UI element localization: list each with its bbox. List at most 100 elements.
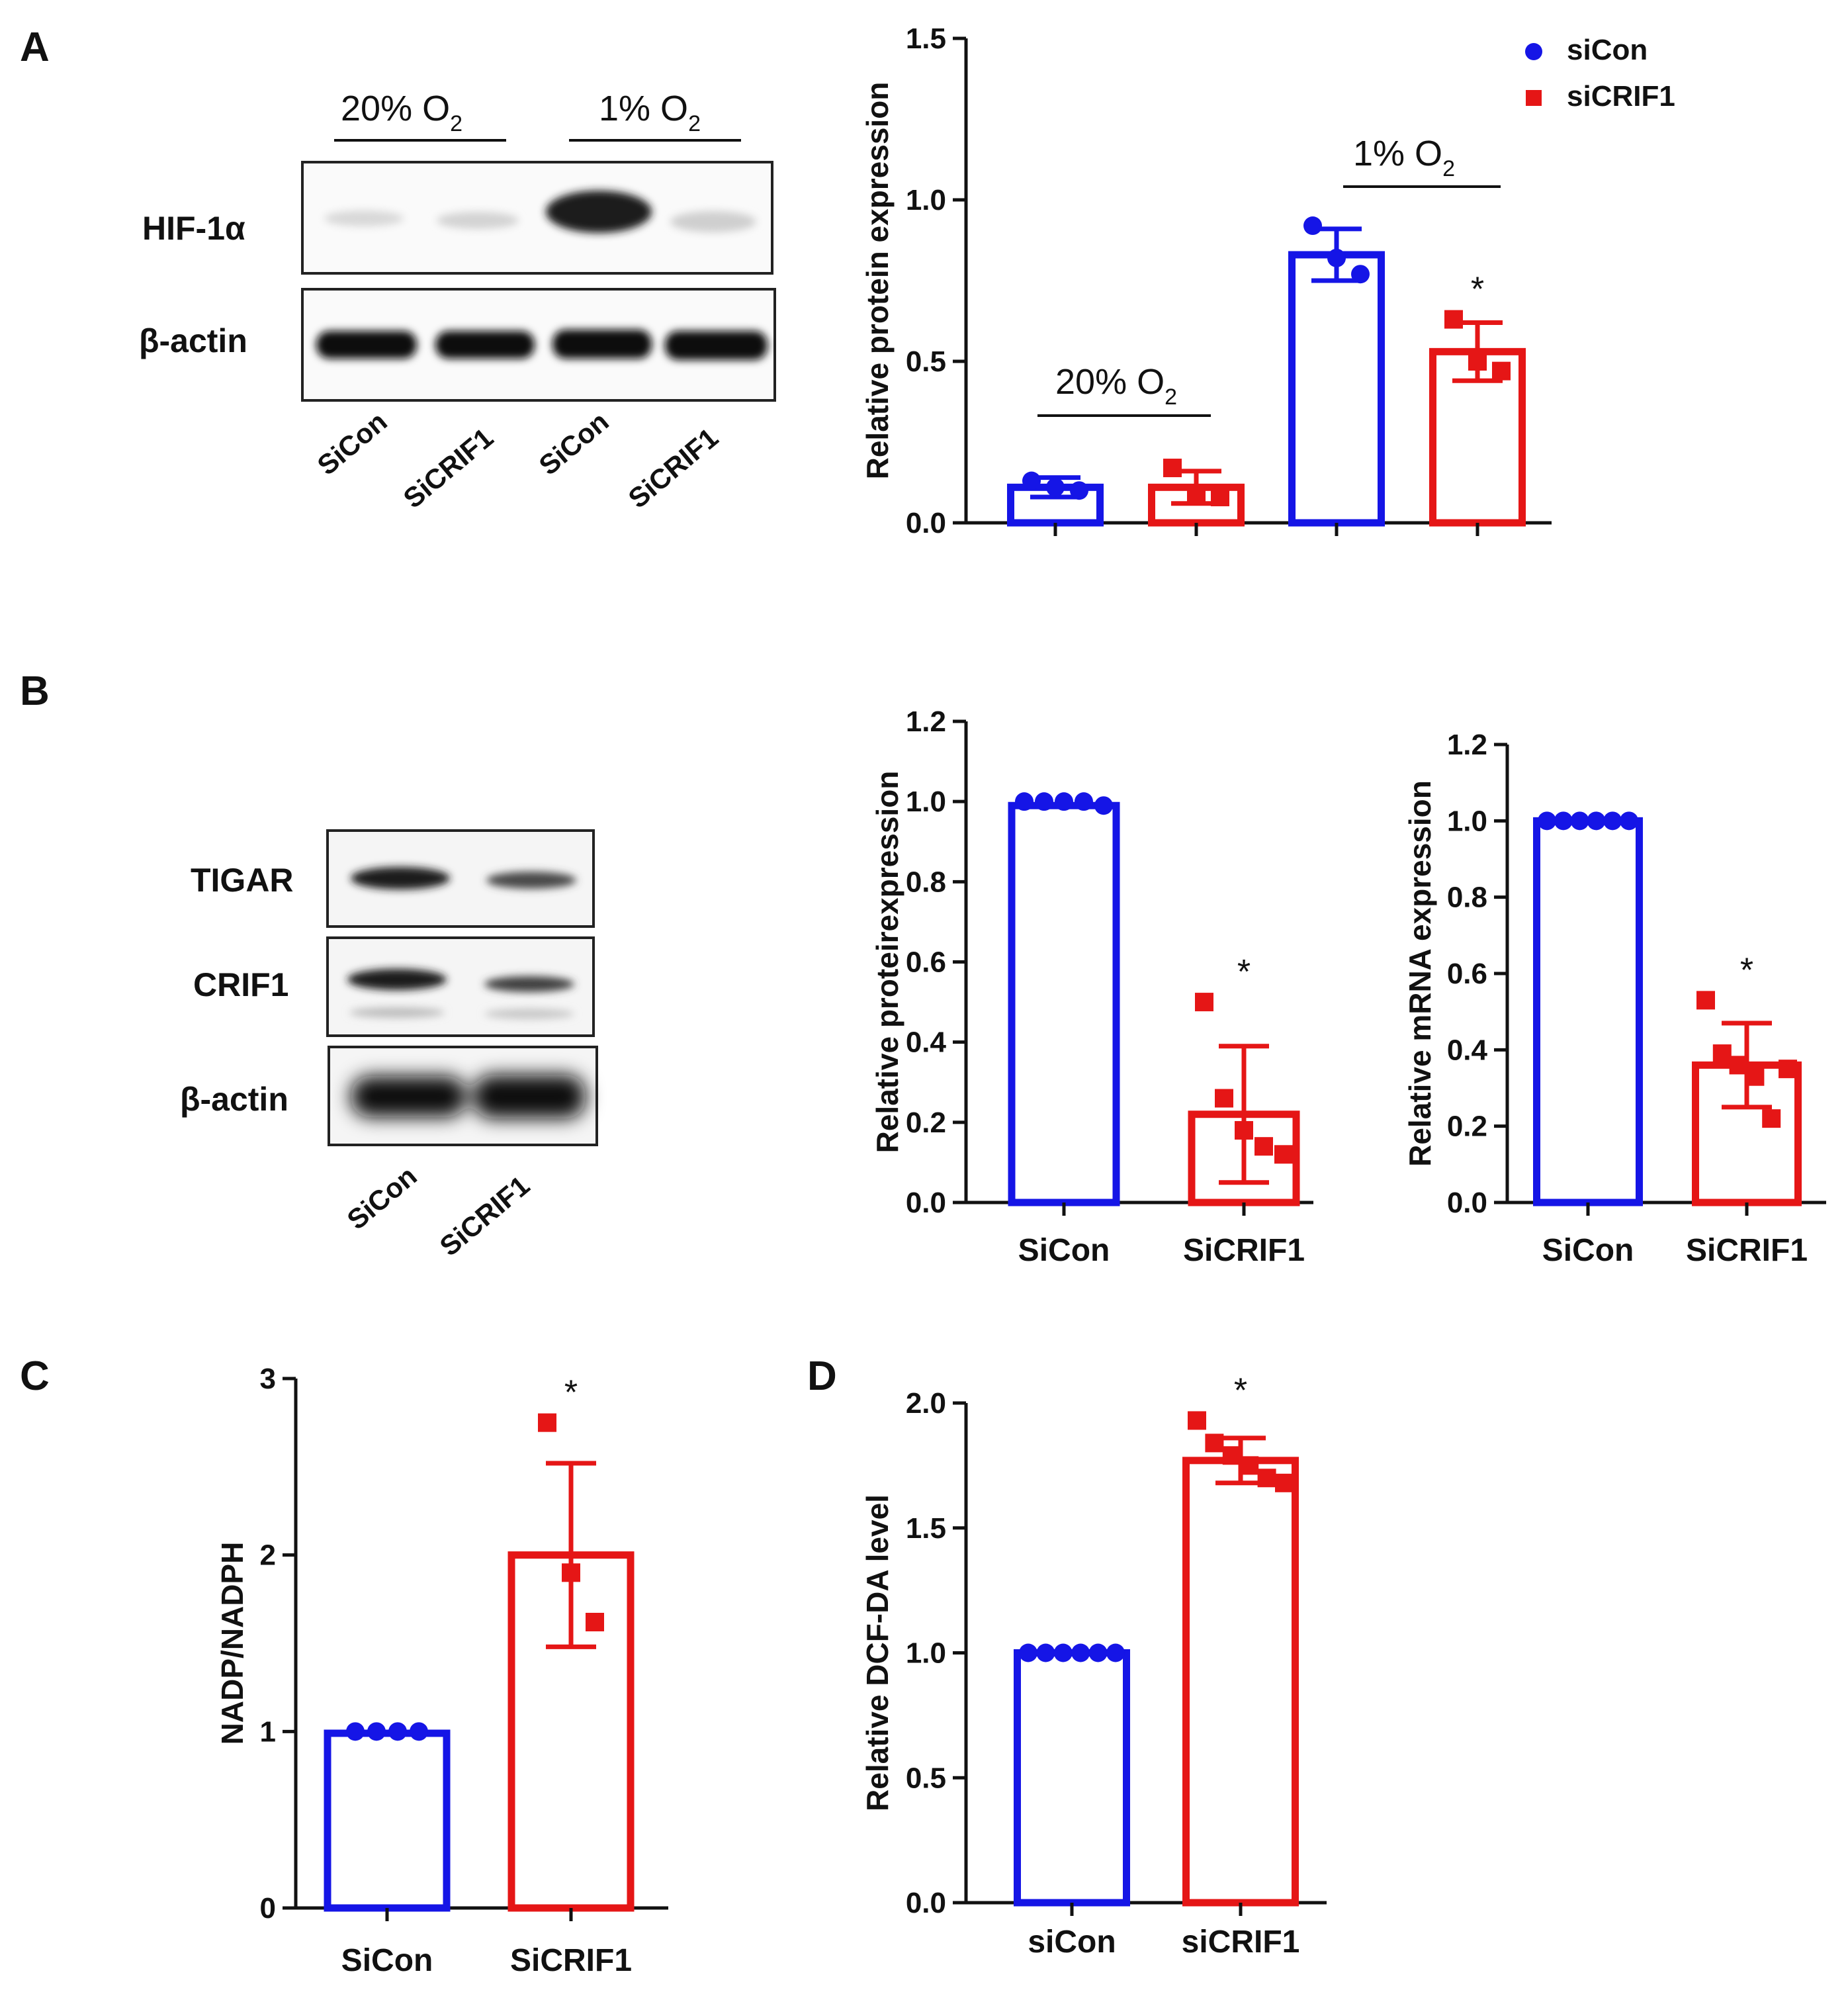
panel-label-c: C xyxy=(20,1353,50,1399)
legend-label-sicon: siCon xyxy=(1567,34,1648,66)
chart-b2-ytick-label: 0.0 xyxy=(1447,1187,1487,1219)
blot-b-crif1-lower-band-lane2 xyxy=(484,1009,574,1019)
chart-d-y-axis-title: Relative DCF-DA level xyxy=(860,1494,895,1811)
blot-b-actin-band-lane1 xyxy=(351,1076,466,1117)
chart-d-ytick-label: 2.0 xyxy=(906,1387,946,1420)
chart-b2-ytick-label: 0.8 xyxy=(1447,882,1487,914)
chart-a-significance-4: * xyxy=(1471,271,1484,309)
chart-d-significance-2: * xyxy=(1234,1371,1247,1410)
panel-label-b: B xyxy=(20,668,50,714)
chart-c-ytick-label: 0 xyxy=(260,1892,276,1925)
chart-c-significance-2: * xyxy=(564,1374,578,1412)
chart-b1-point xyxy=(1195,993,1213,1012)
chart-c-x-category-1: SiCon xyxy=(341,1943,433,1978)
chart-b2-point xyxy=(1570,811,1589,831)
chart-b1-ytick-label: 0.6 xyxy=(906,946,946,979)
chart-b2-point xyxy=(1745,1067,1765,1086)
chart-a-point xyxy=(1163,459,1182,478)
chart-d-dcf-da: 0.0 0.5 1.0 1.5 2.0 Relative DCF-DA level * siC… xyxy=(860,1371,1327,1960)
blot-a-actin-band-lane1 xyxy=(316,331,417,359)
chart-b2-point xyxy=(1538,811,1556,831)
blot-a-condition-20pct: 20% O2 xyxy=(341,89,462,136)
chart-b1-x-category-2: SiCRIF1 xyxy=(1183,1233,1305,1268)
chart-b2-point xyxy=(1762,1109,1781,1128)
blot-a-lane-label-1: SiCon xyxy=(312,406,393,481)
chart-d-point xyxy=(1257,1469,1276,1488)
western-blot-a: 20% O2 1% O2 HIF-1α β-actin SiCon SiCRIF… xyxy=(139,89,776,514)
chart-b2-point xyxy=(1603,811,1622,831)
chart-b1-point xyxy=(1235,1120,1253,1140)
chart-b-relative-mrna: 0.0 0.2 0.4 0.6 0.8 1.0 1.2 Relative mRNA expre… xyxy=(1403,729,1826,1268)
chart-b2-point xyxy=(1712,1044,1732,1064)
blot-a-hif1a-band-lane2 xyxy=(437,212,519,229)
chart-b1-point xyxy=(1055,792,1073,811)
chart-d-point xyxy=(1088,1643,1108,1662)
blot-b-lane-label-1: SiCon xyxy=(341,1160,423,1236)
chart-d-ytick-label: 0.5 xyxy=(906,1762,946,1794)
chart-c-ytick-label: 3 xyxy=(260,1363,276,1395)
chart-a-ytick-label: 1.0 xyxy=(906,184,946,216)
chart-a-point xyxy=(1211,487,1229,506)
blot-a-hif1a-band-lane4 xyxy=(670,211,756,232)
blot-b-band-label-actin: β-actin xyxy=(180,1081,288,1118)
blot-b-band-label-crif1: CRIF1 xyxy=(193,966,288,1003)
legend-marker-sicrif1 xyxy=(1526,90,1542,106)
blot-b-actin-band-lane2 xyxy=(473,1075,586,1118)
chart-b2-point xyxy=(1554,811,1573,831)
chart-b1-ytick-label: 1.0 xyxy=(906,786,946,818)
blot-a-actin-band-lane2 xyxy=(435,331,535,359)
chart-b2-bar-1 xyxy=(1533,817,1643,1206)
chart-d-x-category-1: siCon xyxy=(1028,1925,1116,1960)
chart-c-point xyxy=(586,1613,604,1631)
chart-c-ytick-label: 1 xyxy=(260,1715,276,1748)
chart-d-bar-2 xyxy=(1182,1457,1299,1907)
chart-d-ytick-label: 1.5 xyxy=(906,1512,946,1545)
chart-a-ytick-label: 0.0 xyxy=(906,507,946,539)
chart-c-ytick-label: 2 xyxy=(260,1539,276,1572)
chart-a-point xyxy=(1327,248,1346,267)
chart-d-ytick-label: 0.0 xyxy=(906,1887,946,1919)
chart-b2-ytick-label: 0.4 xyxy=(1447,1034,1488,1066)
chart-b2-point xyxy=(1696,991,1715,1010)
legend-label-sicrif1: siCRIF1 xyxy=(1567,80,1675,113)
chart-c-point xyxy=(410,1722,428,1741)
chart-b1-significance-2: * xyxy=(1237,953,1251,991)
chart-a-y-axis-title: Relative protein expression xyxy=(860,82,895,480)
blot-a-hif1a-band-lane1 xyxy=(324,210,404,226)
chart-b2-point xyxy=(1779,1060,1797,1079)
chart-d-point xyxy=(1205,1433,1224,1453)
blot-a-band-label-actin: β-actin xyxy=(139,322,247,359)
chart-b1-y-axis-title: Relative proteirexpression xyxy=(870,771,904,1154)
chart-d-point xyxy=(1275,1473,1294,1492)
chart-b1-ytick-label: 0.0 xyxy=(906,1187,946,1219)
chart-b2-ytick-label: 0.6 xyxy=(1447,958,1487,990)
blot-b-crif1-band-lane1 xyxy=(347,969,447,990)
chart-b2-y-axis-title: Relative mRNA expression xyxy=(1403,780,1437,1167)
western-blot-b: TIGAR CRIF1 β-actin SiCon SiCRIF1 xyxy=(180,829,598,1262)
panel-label-a: A xyxy=(20,24,50,70)
chart-a-point xyxy=(1022,471,1041,490)
chart-b1-ytick-label: 0.4 xyxy=(906,1026,947,1059)
chart-b1-point xyxy=(1094,796,1113,815)
chart-b1-ytick-label: 1.2 xyxy=(906,705,946,738)
chart-c-point xyxy=(388,1722,407,1741)
chart-a-relative-protein: 0.0 0.5 1.0 1.5 Relative protein expression *… xyxy=(860,23,1552,539)
chart-a-point xyxy=(1046,478,1065,497)
chart-b1-point xyxy=(1215,1089,1233,1108)
chart-b1-x-category-1: SiCon xyxy=(1018,1233,1110,1268)
chart-a-point xyxy=(1468,352,1487,371)
chart-a-point xyxy=(1187,484,1206,504)
chart-b1-ytick-label: 0.8 xyxy=(906,866,946,898)
chart-b1-bar-1 xyxy=(1008,801,1120,1206)
blot-b-tigar-band-lane1 xyxy=(351,867,450,889)
blot-b-band-label-tigar: TIGAR xyxy=(191,862,294,899)
chart-c-point xyxy=(346,1722,365,1741)
blot-a-hif1a-band-lane3 xyxy=(546,191,652,233)
blot-a-lane-label-4: SiCRIF1 xyxy=(623,422,725,514)
chart-d-point xyxy=(1053,1643,1073,1662)
panel-label-d: D xyxy=(807,1353,837,1399)
chart-b2-significance-2: * xyxy=(1740,951,1753,989)
blot-a-actin-band-lane3 xyxy=(552,330,652,359)
